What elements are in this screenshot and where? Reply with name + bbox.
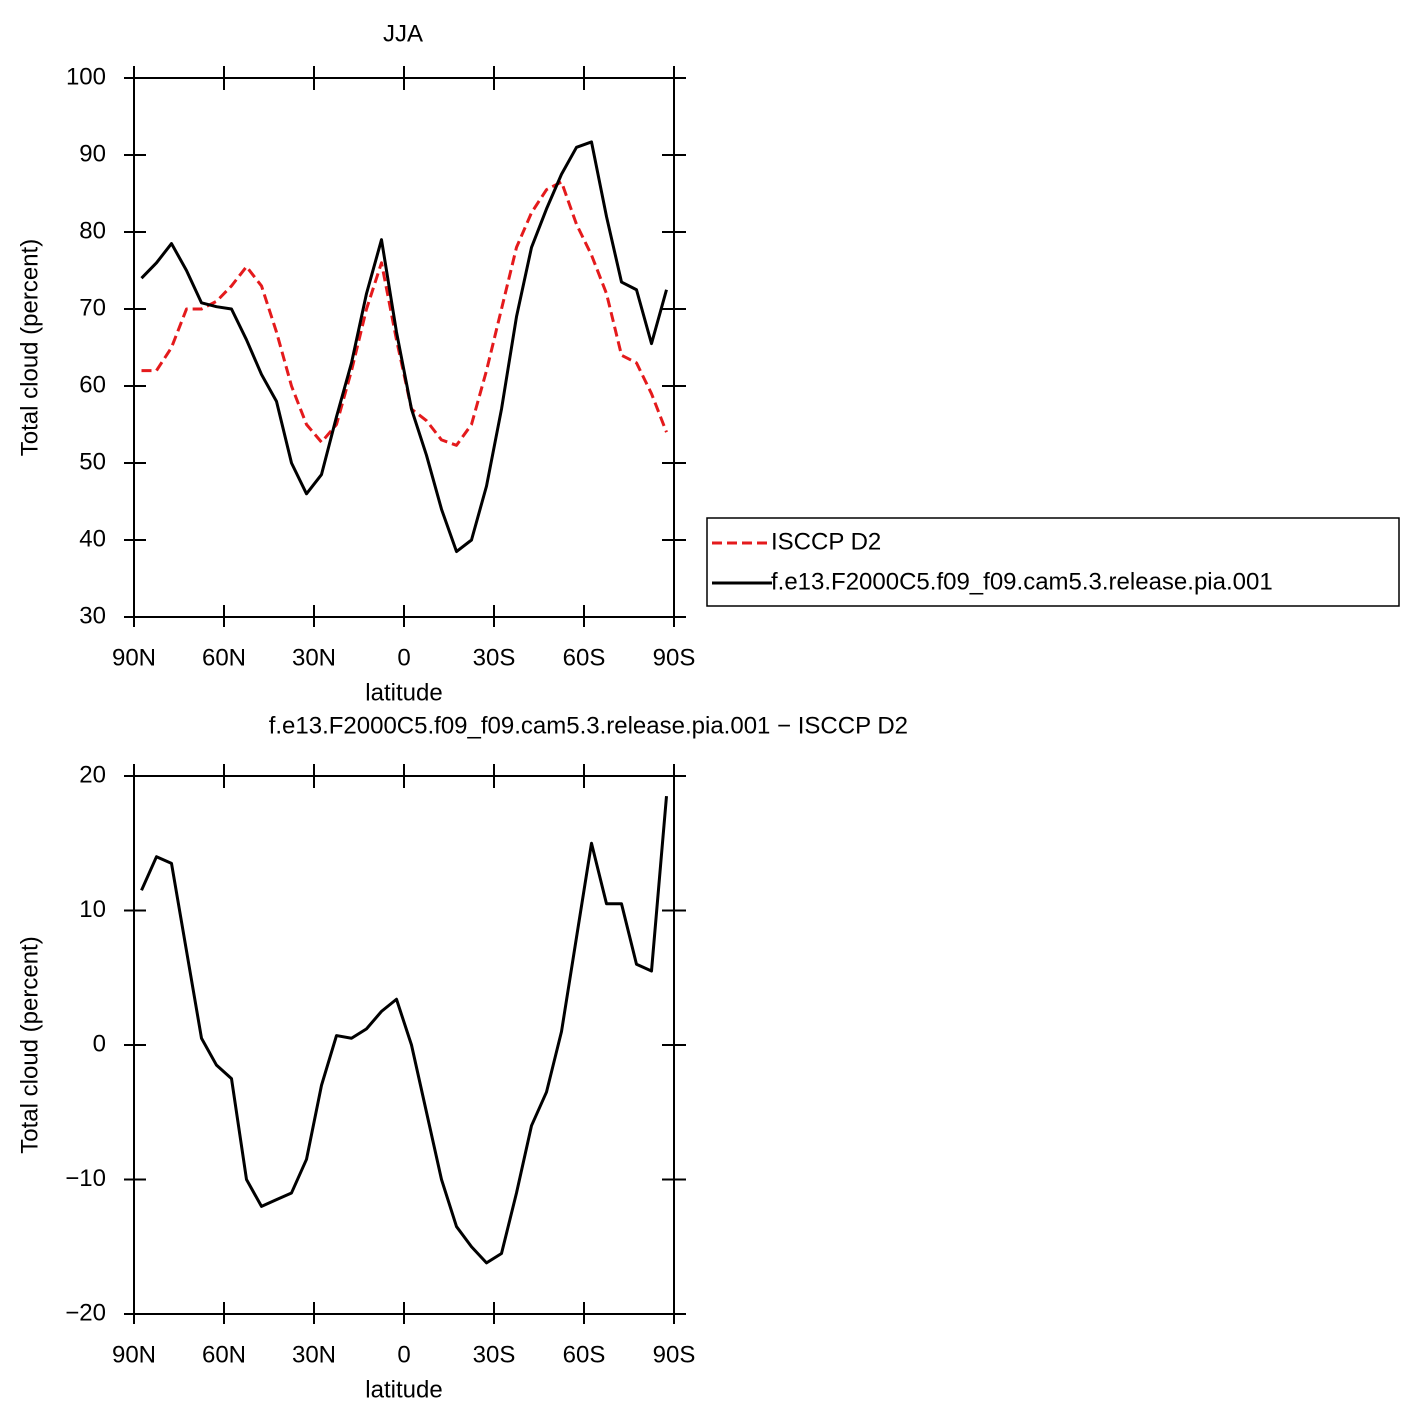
chart-title: JJA: [383, 20, 423, 47]
data-line: [140, 140, 668, 554]
x-tick-label: 60N: [202, 644, 246, 671]
y-tick-label: 50: [79, 448, 106, 475]
x-tick-label: 60S: [563, 644, 606, 671]
y-tick-label: 0: [93, 1030, 106, 1057]
legend-box: [706, 517, 1400, 607]
y-tick-label: 20: [79, 761, 106, 788]
x-axis-label: latitude: [365, 1376, 442, 1403]
chart-title: f.e13.F2000C5.f09_f09.cam5.3.release.pia…: [269, 712, 908, 739]
data-line: [140, 796, 668, 1265]
legend-label: f.e13.F2000C5.f09_f09.cam5.3.release.pia…: [771, 568, 1273, 595]
x-tick-label: 90S: [653, 1341, 696, 1368]
x-tick-label: 0: [397, 1341, 410, 1368]
x-tick-label: 30N: [292, 644, 336, 671]
x-tick-label: 30S: [473, 644, 516, 671]
x-tick-label: 60S: [563, 1341, 606, 1368]
x-tick-label: 30S: [473, 1341, 516, 1368]
y-tick-label: 30: [79, 602, 106, 629]
y-tick-label: −10: [65, 1165, 106, 1192]
y-tick-label: 70: [79, 294, 106, 321]
y-axis-label: Total cloud (percent): [16, 239, 43, 456]
x-tick-label: 0: [397, 644, 410, 671]
x-tick-label: 90S: [653, 644, 696, 671]
y-tick-label: 90: [79, 140, 106, 167]
y-tick-label: 10: [79, 896, 106, 923]
plot-frame: [133, 775, 675, 1315]
legend-label: ISCCP D2: [771, 528, 881, 555]
plot-frame: [133, 77, 675, 618]
y-tick-label: 100: [66, 63, 106, 90]
y-tick-label: 80: [79, 217, 106, 244]
y-axis-label: Total cloud (percent): [16, 936, 43, 1153]
x-tick-label: 90N: [112, 644, 156, 671]
y-tick-label: 40: [79, 525, 106, 552]
y-tick-label: 60: [79, 371, 106, 398]
y-tick-label: −20: [65, 1299, 106, 1326]
x-axis-label: latitude: [365, 679, 442, 706]
x-tick-label: 90N: [112, 1341, 156, 1368]
x-tick-label: 60N: [202, 1341, 246, 1368]
x-tick-label: 30N: [292, 1341, 336, 1368]
data-line: [141, 180, 668, 447]
